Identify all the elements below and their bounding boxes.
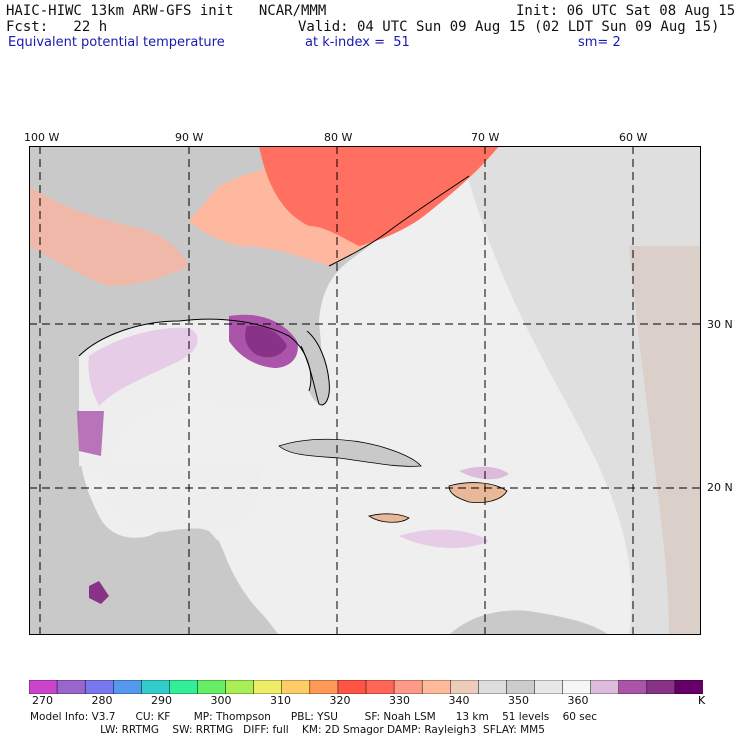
atlantic-tan-band <box>629 246 701 635</box>
init-time: Init: 06 UTC Sat 08 Aug 15 <box>516 3 736 19</box>
colorbar-swatch <box>309 680 339 694</box>
colorbar-tick-label: 320 <box>329 694 351 707</box>
colorbar-swatch <box>534 680 564 694</box>
colorbar-swatch <box>253 680 283 694</box>
colorbar-swatch <box>197 680 227 694</box>
colorbar-swatch <box>646 680 676 694</box>
central-america-land <box>154 530 279 635</box>
atlantic-coastline <box>328 175 470 267</box>
colorbar-swatch <box>393 680 423 694</box>
colorbar-tick-label: 310 <box>270 694 291 707</box>
forecast-hour: Fcst: 22 h <box>6 19 108 35</box>
lon-label-90w: 90 W <box>175 131 204 144</box>
warm-region-texas <box>29 186 189 286</box>
colorbar-swatch <box>450 680 480 694</box>
colorbar-swatch <box>478 680 508 694</box>
lon-label-70w: 70 W <box>471 131 500 144</box>
colorbar-swatch <box>141 680 171 694</box>
model-info-line1: Model Info: V3.7 CU: KF MP: Thompson PBL… <box>30 711 597 723</box>
colorbar-swatch <box>421 680 452 694</box>
lat-lon-grid <box>29 146 701 635</box>
colorbar-swatch <box>365 680 395 694</box>
colorbar-unit: K <box>698 694 706 707</box>
colorbar-tick-label: 300 <box>210 694 232 707</box>
map-frame <box>29 146 701 635</box>
theta-e-patch-caribbean <box>459 466 509 480</box>
model-info-line2: LW: RRTMG SW: RRTMG DIFF: full KM: 2D Sm… <box>30 724 545 736</box>
colorbar <box>29 680 703 694</box>
valid-time: Valid: 04 UTC Sun 09 Aug 15 (02 LDT Sun … <box>298 19 720 35</box>
colorbar-swatch <box>84 680 114 694</box>
hot-region-appalachians <box>259 146 499 246</box>
colorbar-tick-label: 270 <box>32 694 53 707</box>
colorbar-swatch <box>281 680 311 694</box>
colorbar-swatch <box>562 680 592 694</box>
colorbar-swatch <box>225 680 255 694</box>
colorbar-tick-label: 280 <box>91 694 113 707</box>
south-america-land <box>449 610 609 635</box>
florida-peninsula <box>301 331 330 405</box>
colorbar-swatch <box>590 680 620 694</box>
colorbar-tick-label: 340 <box>448 694 470 707</box>
level-label: at k-index = 51 <box>305 35 410 50</box>
colorbar-swatch <box>674 680 703 694</box>
lat-label-30n: 30 N <box>707 318 733 331</box>
colorbar-tick-label: 360 <box>567 694 589 707</box>
field-name: Equivalent potential temperature <box>8 35 225 50</box>
theta-e-map <box>29 146 701 635</box>
gulf-purple-band <box>88 327 198 406</box>
colorbar-swatch <box>29 680 58 694</box>
lon-label-60w: 60 W <box>619 131 648 144</box>
theta-e-patch-caribbean-south <box>399 529 489 548</box>
cuba <box>278 438 422 467</box>
florida-coastline <box>300 330 330 406</box>
colorbar-swatch <box>337 680 367 694</box>
lat-label-20n: 20 N <box>707 481 733 494</box>
colorbar-tick-label: 290 <box>151 694 172 707</box>
colorbar-swatch <box>169 680 199 694</box>
model-title: HAIC-HIWC 13km ARW-GFS init NCAR/MMM <box>6 3 327 19</box>
colorbar-swatch <box>56 680 86 694</box>
lon-label-80w: 80 W <box>324 131 353 144</box>
theta-e-max-mexico <box>77 411 104 456</box>
theta-e-peak-gulf <box>245 325 287 358</box>
smoothing-label: sm= 2 <box>578 35 621 50</box>
colorbar-swatch <box>506 680 536 694</box>
colorbar-tick-label: 330 <box>389 694 410 707</box>
colorbar-tick-label: 350 <box>508 694 529 707</box>
lon-label-100w: 100 W <box>24 131 60 144</box>
jamaica <box>368 513 410 523</box>
theta-e-max-pacific <box>89 581 109 604</box>
colorbar-swatch <box>618 680 648 694</box>
colorbar-swatch <box>113 680 143 694</box>
